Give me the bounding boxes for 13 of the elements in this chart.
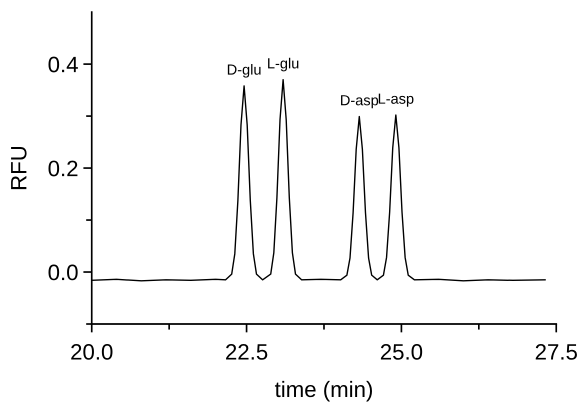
x-axis-title: time (min) (274, 380, 372, 402)
x-tick-label: 25.0 (380, 344, 422, 360)
y-tick-label: 0.2 (48, 160, 78, 176)
x-tick-label: 22.5 (226, 344, 268, 360)
annotation: L-asp (378, 94, 414, 107)
annotation: L-glu (268, 58, 298, 72)
annotation: D-glu (228, 64, 261, 78)
x-tick-label: 20.0 (71, 344, 112, 360)
y-axis-title: RFU (11, 146, 27, 190)
y-tick-label: 0.4 (48, 56, 78, 72)
y-tick-label: 0.0 (48, 264, 78, 280)
x-tick-label: 27.5 (536, 344, 577, 360)
annotation: D-asp (341, 95, 378, 108)
